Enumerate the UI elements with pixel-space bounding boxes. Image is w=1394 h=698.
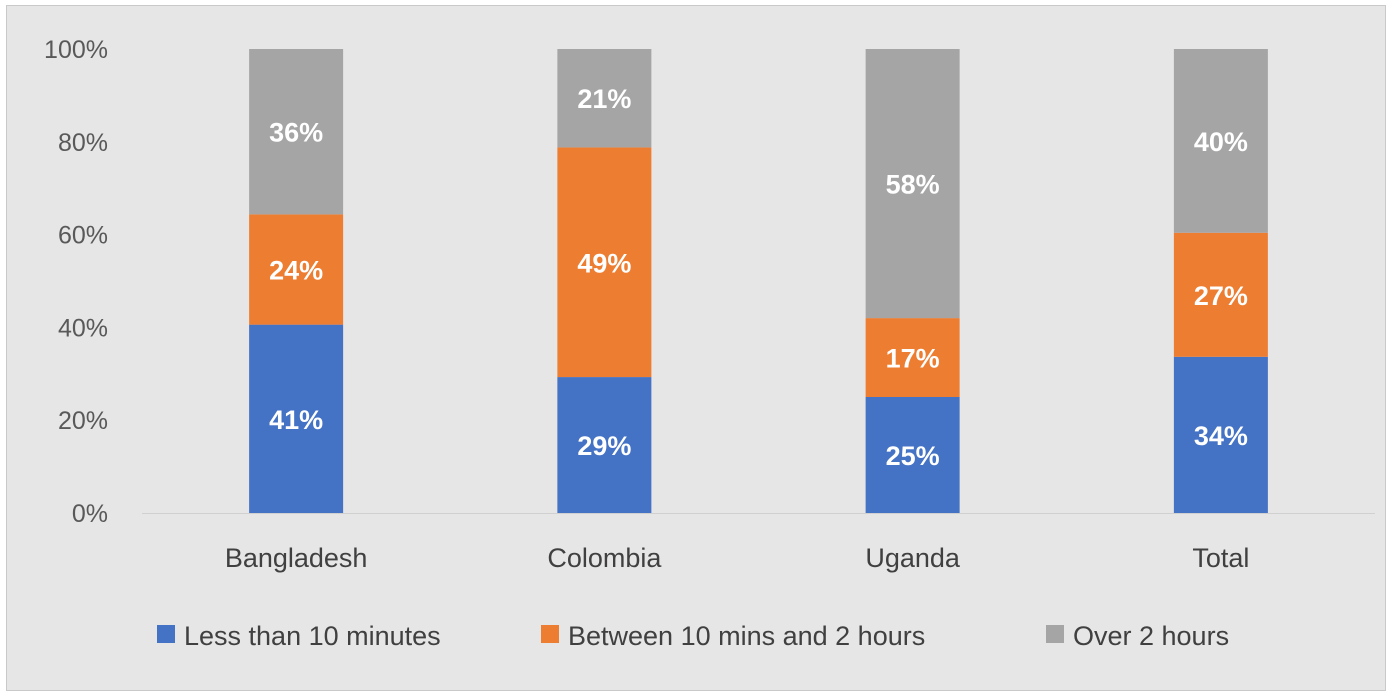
x-category-label: Uganda [865,543,961,573]
bar-segment [1173,356,1268,513]
x-category-label: Colombia [547,543,662,573]
bar-segment [865,397,960,513]
data-label: 27% [1194,281,1248,311]
bar-segment [865,318,960,397]
data-label: 34% [1194,421,1248,451]
data-label: 24% [269,256,323,286]
data-label: 40% [1194,127,1248,157]
bar-segment [1173,49,1268,233]
bar-segment [557,147,652,378]
bar-segment [557,49,652,148]
x-category-label: Total [1192,543,1249,573]
data-label: 29% [577,431,631,461]
bar-segment [249,214,344,325]
legend-swatch [157,625,175,643]
data-label: 49% [577,248,631,278]
data-label: 25% [886,441,940,471]
legend-swatch [1046,625,1064,643]
chart-frame [6,5,1386,691]
bar-segment [865,49,960,319]
data-label: 58% [886,170,940,200]
bar-segment [1173,232,1268,357]
legend-label: Between 10 mins and 2 hours [568,621,925,651]
legend-label: Over 2 hours [1073,621,1229,651]
x-category-label: Bangladesh [225,543,368,573]
y-tick-label: 100% [44,36,108,64]
data-label: 36% [269,118,323,148]
data-label: 17% [886,344,940,374]
y-tick-label: 20% [58,407,108,435]
data-label: 41% [269,405,323,435]
bar-segment [249,49,344,215]
y-tick-label: 0% [72,500,108,528]
legend-swatch [541,625,559,643]
y-tick-label: 40% [58,314,108,342]
legend-label: Less than 10 minutes [184,621,441,651]
bar-segment [249,324,344,513]
data-label: 21% [577,84,631,114]
y-tick-label: 80% [58,129,108,157]
bar-segment [557,377,652,513]
y-tick-label: 60% [58,222,108,250]
